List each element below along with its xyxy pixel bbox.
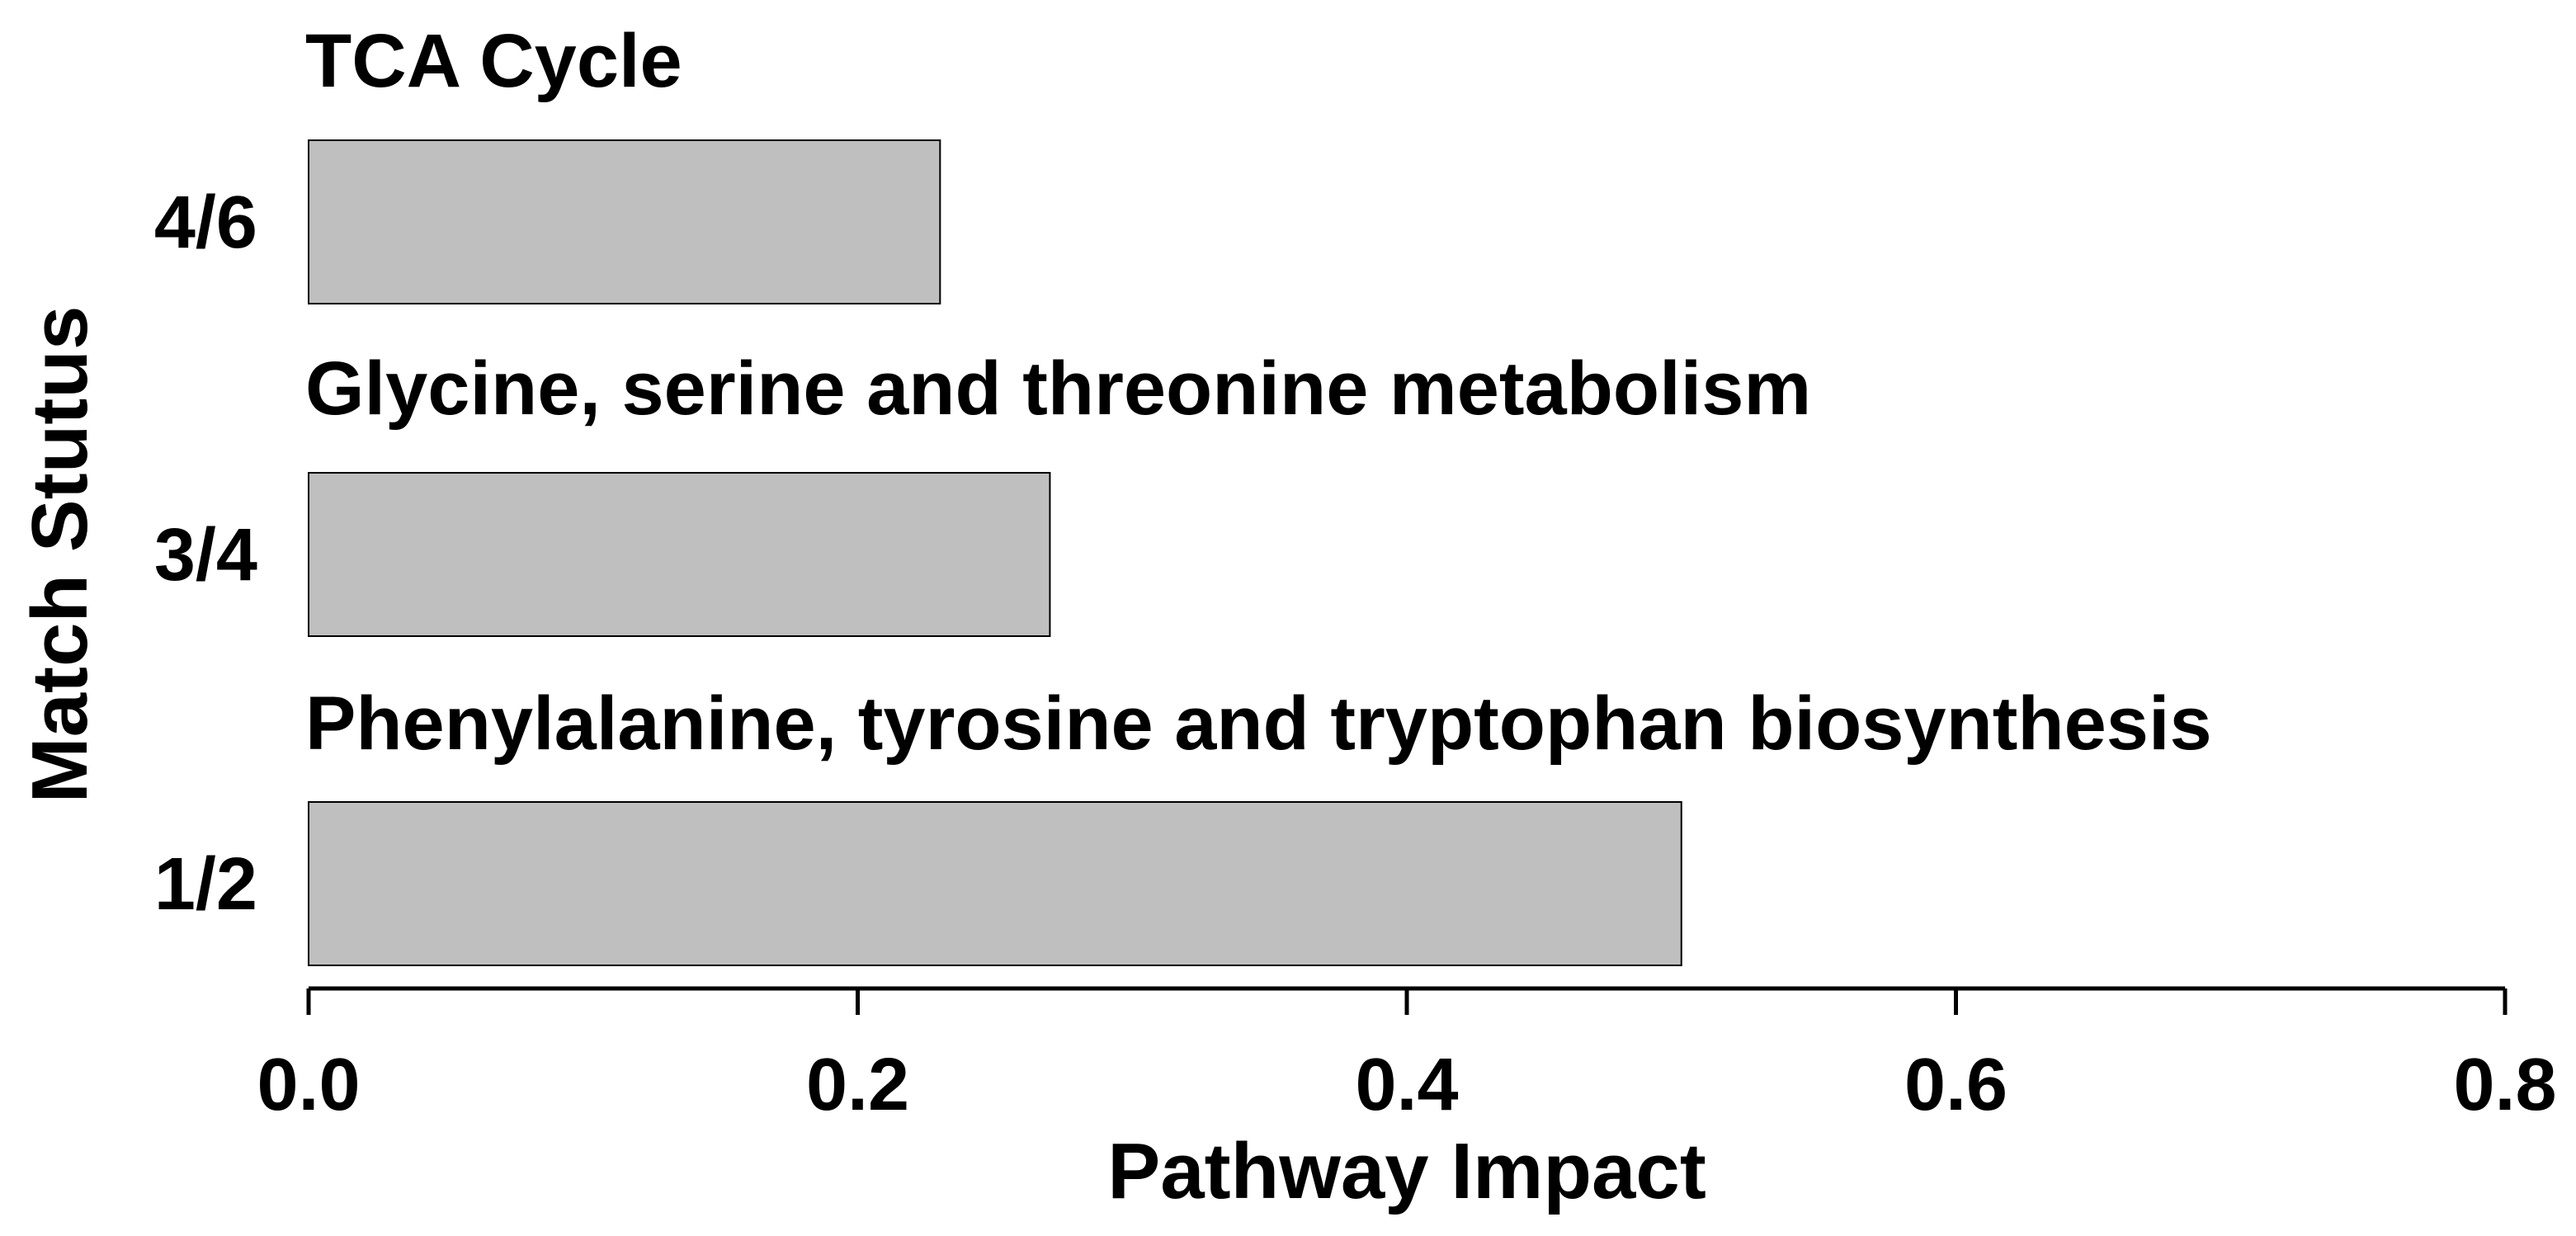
bar [308, 139, 941, 304]
pathway-label: Glycine, serine and threonine metabolism [305, 347, 1811, 431]
bar [308, 472, 1051, 637]
category-label: 1/2 [154, 843, 257, 926]
x-tick-label: 0.8 [2453, 1044, 2556, 1126]
category-label: 3/4 [154, 514, 257, 597]
bar [308, 801, 1682, 966]
x-axis: 0.0 0.2 0.4 0.6 0.8 [257, 986, 2557, 1126]
x-tick-label: 0.0 [257, 1044, 360, 1126]
x-tick-label: 0.2 [806, 1044, 909, 1126]
bars-layer [308, 139, 1682, 966]
x-tick-label: 0.4 [1355, 1044, 1458, 1126]
category-label: 4/6 [154, 182, 257, 264]
pathway-label: Phenylalanine, tyrosine and tryptophan b… [305, 682, 2212, 766]
pathway-labels-layer: TCA Cycle Glycine, serine and threonine m… [305, 19, 2212, 766]
pathway-label: TCA Cycle [305, 19, 682, 103]
y-axis-title: Match Stutus [16, 306, 104, 804]
x-tick-label: 0.6 [1904, 1044, 2007, 1126]
x-axis-title: Pathway Impact [1107, 1127, 1706, 1215]
category-labels-layer: 4/6 3/4 1/2 [154, 182, 257, 926]
